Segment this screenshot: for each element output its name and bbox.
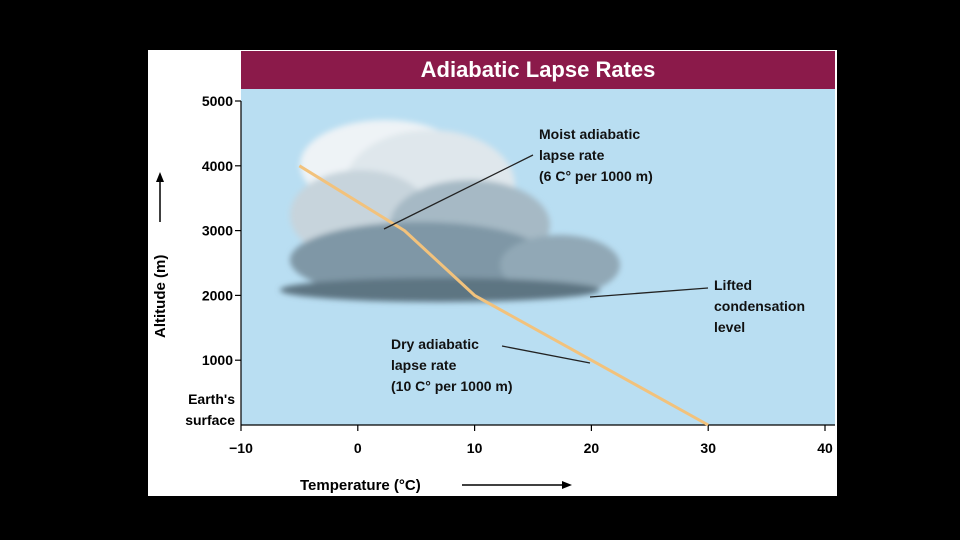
y-zero-label: Earth's surface <box>185 391 235 428</box>
lcl-annotation: Lifted condensation level <box>714 277 809 335</box>
moist-leader-line <box>383 154 534 230</box>
x-axis: −10 0 10 20 30 40 <box>229 424 835 456</box>
chart-title: Adiabatic Lapse Rates <box>241 51 835 89</box>
x-tick-label: 10 <box>467 440 483 456</box>
series-layer <box>298 164 709 427</box>
y-tick-label: 2000 <box>202 287 233 303</box>
lapse-rate-line <box>298 164 709 427</box>
y-tick-label: 1000 <box>202 352 233 368</box>
x-axis-arrowhead <box>562 481 572 489</box>
y-axis: 1000 2000 3000 4000 5000 Earth's surface <box>185 93 242 428</box>
y-axis-title: Altitude (m) <box>152 172 169 338</box>
annotations: Moist adiabatic lapse rate (6 C° per 100… <box>383 126 809 394</box>
x-tick-label: 40 <box>817 440 833 456</box>
moist-annotation: Moist adiabatic lapse rate (6 C° per 100… <box>539 126 653 184</box>
y-axis-arrowhead <box>156 172 164 182</box>
y-tick-label: 5000 <box>202 93 233 109</box>
x-axis-title: Temperature (°C) <box>300 477 572 494</box>
dry-annotation: Dry adiabatic lapse rate (10 C° per 1000… <box>391 336 513 394</box>
y-tick-label: 4000 <box>202 158 233 174</box>
x-tick-label: 0 <box>354 440 362 456</box>
x-tick-label: 20 <box>584 440 600 456</box>
x-tick-label: 30 <box>700 440 716 456</box>
lcl-leader-line <box>589 287 709 298</box>
dry-leader-line <box>501 345 591 364</box>
y-axis-label: Altitude (m) <box>152 255 169 338</box>
x-axis-label: Temperature (°C) <box>300 477 421 494</box>
cloud-illustration <box>280 120 620 302</box>
x-tick-label: −10 <box>229 440 253 456</box>
y-tick-label: 3000 <box>202 223 233 239</box>
